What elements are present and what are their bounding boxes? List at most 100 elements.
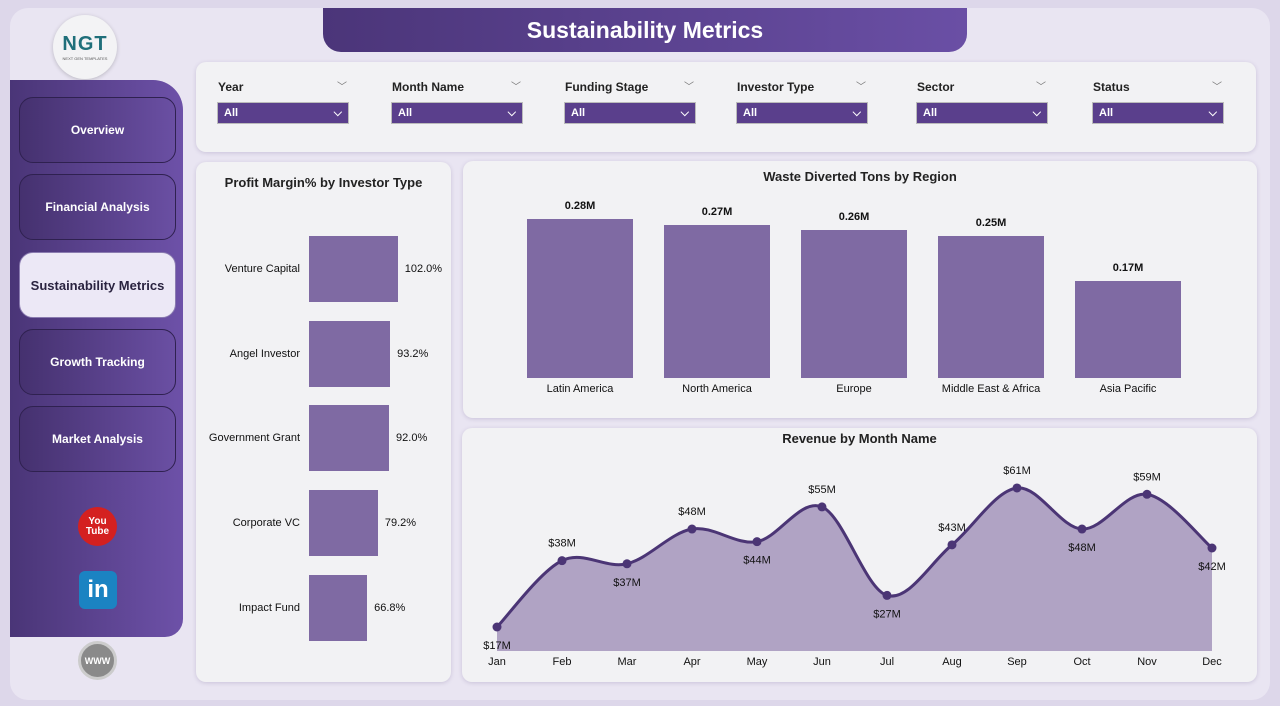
data-label: 0.25M xyxy=(975,217,1007,229)
month-tick-label: Oct xyxy=(1073,656,1090,668)
bar[interactable] xyxy=(309,574,368,641)
data-point[interactable] xyxy=(1207,543,1217,553)
nav-financial-analysis[interactable]: Financial Analysis xyxy=(19,174,176,240)
website-globe-icon[interactable]: WWW xyxy=(78,641,117,680)
filter-label: Year xyxy=(218,80,244,94)
data-label: 102.0% xyxy=(404,263,443,275)
bar[interactable] xyxy=(664,224,770,378)
data-point[interactable] xyxy=(557,556,567,566)
logo-subtitle: NEXT GEN TEMPLATES xyxy=(62,56,108,61)
bar[interactable] xyxy=(309,236,398,302)
data-point[interactable] xyxy=(492,622,502,632)
filter-label: Status xyxy=(1093,80,1130,94)
data-label: $44M xyxy=(743,555,771,567)
data-label: $48M xyxy=(678,506,706,518)
category-label: Angel Investor xyxy=(229,347,300,360)
month-tick-label: Jun xyxy=(813,656,831,668)
filter-collapse-chevron-icon[interactable]: ﹀ xyxy=(1036,82,1046,93)
bar[interactable] xyxy=(309,405,390,472)
month-tick-label: Sep xyxy=(1007,656,1027,668)
data-label: 66.8% xyxy=(374,601,406,614)
filter-value: All xyxy=(923,107,938,119)
nav-overview[interactable]: Overview xyxy=(19,97,176,163)
category-label: Corporate VC xyxy=(232,517,300,530)
filter-dropdown[interactable]: All ⌵ xyxy=(736,102,868,124)
data-label: $17M xyxy=(483,640,511,652)
revenue-title: Revenue by Month Name xyxy=(782,431,937,446)
data-point[interactable] xyxy=(817,502,827,512)
data-label: $48M xyxy=(1068,542,1096,554)
filter-value: All xyxy=(398,107,413,119)
month-tick-label: Feb xyxy=(553,656,572,668)
category-label: Venture Capital xyxy=(224,263,300,275)
revenue-area-fill xyxy=(497,487,1212,651)
data-point[interactable] xyxy=(947,540,957,550)
filter-collapse-chevron-icon[interactable]: ﹀ xyxy=(337,82,347,93)
chevron-down-icon: ⌵ xyxy=(507,106,516,119)
data-point[interactable] xyxy=(1077,524,1087,534)
waste-diverted-title: Waste Diverted Tons by Region xyxy=(763,169,957,184)
month-tick-label: Nov xyxy=(1137,656,1157,668)
month-tick-label: May xyxy=(747,656,768,668)
youtube-icon[interactable]: You Tube xyxy=(78,507,117,546)
filter-panel xyxy=(196,62,1256,152)
filter-dropdown[interactable]: All ⌵ xyxy=(564,102,696,124)
category-label: Europe xyxy=(836,383,872,395)
filter-collapse-chevron-icon[interactable]: ﹀ xyxy=(1212,82,1222,93)
month-tick-label: Apr xyxy=(683,656,700,668)
category-label: North America xyxy=(682,383,752,395)
month-tick-label: Jan xyxy=(488,656,506,668)
profit-margin-title: Profit Margin% by Investor Type xyxy=(224,175,423,190)
data-point[interactable] xyxy=(622,559,632,569)
month-tick-label: Mar xyxy=(618,656,637,668)
data-point[interactable] xyxy=(1142,489,1152,499)
data-label: 92.0% xyxy=(396,432,428,445)
bar[interactable] xyxy=(309,490,378,557)
data-label: $61M xyxy=(1003,465,1031,477)
bar[interactable] xyxy=(309,320,391,387)
filter-dropdown[interactable]: All ⌵ xyxy=(391,102,523,124)
nav-growth-tracking[interactable]: Growth Tracking xyxy=(19,329,176,395)
bar[interactable] xyxy=(801,230,907,378)
category-label: Middle East & Africa xyxy=(941,383,1041,395)
data-label: 93.2% xyxy=(397,347,429,360)
data-label: 0.28M xyxy=(564,199,596,212)
filter-label: Month Name xyxy=(392,80,464,94)
filter-collapse-chevron-icon[interactable]: ﹀ xyxy=(856,82,866,93)
category-label: Impact Fund xyxy=(238,601,300,614)
linkedin-icon[interactable]: in xyxy=(79,571,117,609)
logo-text: NGT xyxy=(62,33,108,55)
bar[interactable] xyxy=(1075,281,1181,378)
filter-value: All xyxy=(224,107,239,119)
filter-collapse-chevron-icon[interactable]: ﹀ xyxy=(511,82,521,93)
category-label: Latin America xyxy=(546,383,614,395)
filter-dropdown[interactable]: All ⌵ xyxy=(1092,102,1224,124)
bar[interactable] xyxy=(527,218,633,378)
data-point[interactable] xyxy=(882,590,892,600)
month-tick-label: Aug xyxy=(942,656,962,668)
filter-label: Sector xyxy=(917,80,955,94)
data-label: $37M xyxy=(613,577,641,589)
chevron-down-icon: ⌵ xyxy=(852,106,861,119)
filter-dropdown[interactable]: All ⌵ xyxy=(916,102,1048,124)
data-point[interactable] xyxy=(752,537,762,547)
data-label: $42M xyxy=(1198,561,1226,573)
filter-value: All xyxy=(571,107,586,119)
filter-collapse-chevron-icon[interactable]: ﹀ xyxy=(684,82,694,93)
data-label: $38M xyxy=(548,538,576,550)
filter-dropdown[interactable]: All ⌵ xyxy=(217,102,349,124)
month-tick-label: Jul xyxy=(880,656,894,668)
nav-sustainability-metrics[interactable]: Sustainability Metrics xyxy=(19,252,176,318)
month-tick-label: Dec xyxy=(1202,656,1222,668)
bar[interactable] xyxy=(938,236,1044,378)
data-label: $59M xyxy=(1133,471,1161,483)
data-point[interactable] xyxy=(687,524,697,534)
data-label: $27M xyxy=(873,608,901,620)
data-label: 79.2% xyxy=(384,517,417,530)
data-point[interactable] xyxy=(1012,483,1022,493)
filter-value: All xyxy=(743,107,758,119)
nav-market-analysis[interactable]: Market Analysis xyxy=(19,406,176,472)
chevron-down-icon: ⌵ xyxy=(1032,106,1041,119)
data-label: 0.27M xyxy=(701,205,733,218)
